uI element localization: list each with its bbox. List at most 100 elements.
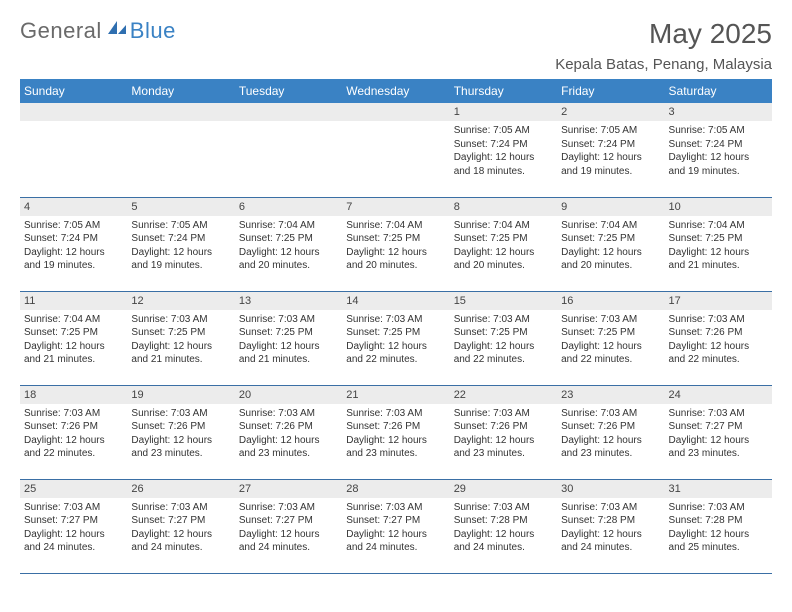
sunset-line: Sunset: 7:27 PM: [131, 514, 230, 528]
calendar-cell: 28Sunrise: 7:03 AMSunset: 7:27 PMDayligh…: [342, 479, 449, 573]
calendar-cell: 26Sunrise: 7:03 AMSunset: 7:27 PMDayligh…: [127, 479, 234, 573]
day-body: [342, 121, 449, 126]
sunrise-line: Sunrise: 7:05 AM: [561, 124, 660, 138]
day-body: [20, 121, 127, 126]
calendar-cell: 31Sunrise: 7:03 AMSunset: 7:28 PMDayligh…: [665, 479, 772, 573]
sunrise-line: Sunrise: 7:05 AM: [24, 219, 123, 233]
location-text: Kepala Batas, Penang, Malaysia: [555, 56, 772, 73]
sunset-line: Sunset: 7:28 PM: [454, 514, 553, 528]
day-number: 10: [665, 198, 772, 216]
calendar-cell: 24Sunrise: 7:03 AMSunset: 7:27 PMDayligh…: [665, 385, 772, 479]
calendar-cell: [342, 103, 449, 197]
sunrise-line: Sunrise: 7:03 AM: [561, 501, 660, 515]
calendar-cell: 8Sunrise: 7:04 AMSunset: 7:25 PMDaylight…: [450, 197, 557, 291]
day-number: 26: [127, 480, 234, 498]
day-body: Sunrise: 7:03 AMSunset: 7:26 PMDaylight:…: [235, 404, 342, 463]
calendar-cell: [20, 103, 127, 197]
calendar-cell: 1Sunrise: 7:05 AMSunset: 7:24 PMDaylight…: [450, 103, 557, 197]
day-body: Sunrise: 7:03 AMSunset: 7:25 PMDaylight:…: [235, 310, 342, 369]
sunrise-line: Sunrise: 7:03 AM: [239, 313, 338, 327]
daylight-line: Daylight: 12 hours and 23 minutes.: [346, 434, 445, 461]
daylight-line: Daylight: 12 hours and 23 minutes.: [454, 434, 553, 461]
daylight-line: Daylight: 12 hours and 23 minutes.: [561, 434, 660, 461]
calendar-cell: 5 Sunrise: 7:05 AMSunset: 7:24 PMDaylight…: [127, 197, 234, 291]
day-number: 7: [342, 198, 449, 216]
sunset-line: Sunset: 7:24 PM: [561, 138, 660, 152]
day-body: Sunrise: 7:03 AMSunset: 7:27 PMDaylight:…: [20, 498, 127, 557]
day-body: Sunrise: 7:03 AMSunset: 7:28 PMDaylight:…: [450, 498, 557, 557]
weekday-header: Saturday: [665, 79, 772, 103]
day-number: 6: [235, 198, 342, 216]
day-number: 24: [665, 386, 772, 404]
day-number: 2: [557, 103, 664, 121]
sunset-line: Sunset: 7:26 PM: [561, 420, 660, 434]
calendar-page: General Blue May 2025 Kepala Batas, Pena…: [0, 0, 792, 584]
sunrise-line: Sunrise: 7:04 AM: [454, 219, 553, 233]
day-number: 14: [342, 292, 449, 310]
daylight-line: Daylight: 12 hours and 21 minutes.: [669, 246, 768, 273]
title-block: May 2025 Kepala Batas, Penang, Malaysia: [555, 18, 772, 73]
day-body: Sunrise: 7:03 AMSunset: 7:26 PMDaylight:…: [342, 404, 449, 463]
sunset-line: Sunset: 7:26 PM: [669, 326, 768, 340]
daylight-line: Daylight: 12 hours and 21 minutes.: [24, 340, 123, 367]
sunrise-line: Sunrise: 7:03 AM: [131, 407, 230, 421]
day-number: [20, 103, 127, 121]
day-number: 11: [20, 292, 127, 310]
month-title: May 2025: [555, 18, 772, 50]
calendar-cell: 17Sunrise: 7:03 AMSunset: 7:26 PMDayligh…: [665, 291, 772, 385]
calendar-cell: 30Sunrise: 7:03 AMSunset: 7:28 PMDayligh…: [557, 479, 664, 573]
weekday-header: Friday: [557, 79, 664, 103]
daylight-line: Daylight: 12 hours and 18 minutes.: [454, 151, 553, 178]
day-body: [235, 121, 342, 126]
sunrise-line: Sunrise: 7:04 AM: [561, 219, 660, 233]
daylight-line: Daylight: 12 hours and 22 minutes.: [669, 340, 768, 367]
calendar-header-row: SundayMondayTuesdayWednesdayThursdayFrid…: [20, 79, 772, 103]
day-body: Sunrise: 7:05 AMSunset: 7:24 PMDaylight:…: [557, 121, 664, 180]
day-body: Sunrise: 7:04 AMSunset: 7:25 PMDaylight:…: [665, 216, 772, 275]
sunset-line: Sunset: 7:26 PM: [454, 420, 553, 434]
day-body: [127, 121, 234, 126]
sunrise-line: Sunrise: 7:05 AM: [131, 219, 230, 233]
sunset-line: Sunset: 7:24 PM: [131, 232, 230, 246]
calendar-cell: 6Sunrise: 7:04 AMSunset: 7:25 PMDaylight…: [235, 197, 342, 291]
daylight-line: Daylight: 12 hours and 22 minutes.: [454, 340, 553, 367]
day-number: 4: [20, 198, 127, 216]
logo-sail-icon: [106, 19, 128, 37]
calendar-table: SundayMondayTuesdayWednesdayThursdayFrid…: [20, 79, 772, 574]
sunset-line: Sunset: 7:28 PM: [561, 514, 660, 528]
calendar-cell: 18Sunrise: 7:03 AMSunset: 7:26 PMDayligh…: [20, 385, 127, 479]
calendar-cell: 22Sunrise: 7:03 AMSunset: 7:26 PMDayligh…: [450, 385, 557, 479]
sunset-line: Sunset: 7:28 PM: [669, 514, 768, 528]
calendar-cell: 7Sunrise: 7:04 AMSunset: 7:25 PMDaylight…: [342, 197, 449, 291]
day-number: 1: [450, 103, 557, 121]
sunrise-line: Sunrise: 7:04 AM: [24, 313, 123, 327]
day-number: 5: [127, 198, 234, 216]
daylight-line: Daylight: 12 hours and 24 minutes.: [561, 528, 660, 555]
day-number: 23: [557, 386, 664, 404]
calendar-cell: 2Sunrise: 7:05 AMSunset: 7:24 PMDaylight…: [557, 103, 664, 197]
day-body: Sunrise: 7:04 AMSunset: 7:25 PMDaylight:…: [557, 216, 664, 275]
sunrise-line: Sunrise: 7:04 AM: [239, 219, 338, 233]
weekday-header: Wednesday: [342, 79, 449, 103]
calendar-cell: 3Sunrise: 7:05 AMSunset: 7:24 PMDaylight…: [665, 103, 772, 197]
day-body: Sunrise: 7:03 AMSunset: 7:27 PMDaylight:…: [127, 498, 234, 557]
sunset-line: Sunset: 7:24 PM: [24, 232, 123, 246]
day-number: [127, 103, 234, 121]
daylight-line: Daylight: 12 hours and 22 minutes.: [24, 434, 123, 461]
day-body: Sunrise: 7:03 AMSunset: 7:28 PMDaylight:…: [557, 498, 664, 557]
daylight-line: Daylight: 12 hours and 24 minutes.: [24, 528, 123, 555]
daylight-line: Daylight: 12 hours and 19 minutes.: [131, 246, 230, 273]
day-body: Sunrise: 7:03 AMSunset: 7:27 PMDaylight:…: [342, 498, 449, 557]
calendar-row: 25Sunrise: 7:03 AMSunset: 7:27 PMDayligh…: [20, 479, 772, 573]
day-number: 30: [557, 480, 664, 498]
calendar-row: 1Sunrise: 7:05 AMSunset: 7:24 PMDaylight…: [20, 103, 772, 197]
calendar-cell: 16Sunrise: 7:03 AMSunset: 7:25 PMDayligh…: [557, 291, 664, 385]
sunset-line: Sunset: 7:26 PM: [239, 420, 338, 434]
sunset-line: Sunset: 7:27 PM: [24, 514, 123, 528]
calendar-cell: 20Sunrise: 7:03 AMSunset: 7:26 PMDayligh…: [235, 385, 342, 479]
day-body: Sunrise: 7:05 AMSunset: 7:24 PMDaylight:…: [665, 121, 772, 180]
sunrise-line: Sunrise: 7:03 AM: [561, 407, 660, 421]
sunset-line: Sunset: 7:26 PM: [346, 420, 445, 434]
day-body: Sunrise: 7:03 AMSunset: 7:28 PMDaylight:…: [665, 498, 772, 557]
calendar-cell: 12Sunrise: 7:03 AMSunset: 7:25 PMDayligh…: [127, 291, 234, 385]
